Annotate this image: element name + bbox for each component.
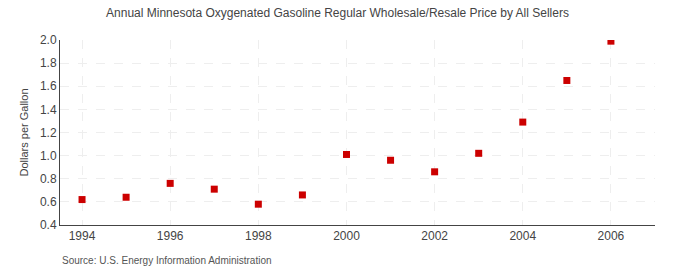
svg-text:1.4: 1.4 xyxy=(40,103,57,117)
svg-text:1998: 1998 xyxy=(245,229,272,243)
svg-text:2000: 2000 xyxy=(333,229,360,243)
svg-text:1.0: 1.0 xyxy=(40,149,57,163)
svg-text:1994: 1994 xyxy=(69,229,96,243)
svg-text:1.8: 1.8 xyxy=(40,56,57,70)
svg-text:2004: 2004 xyxy=(509,229,536,243)
svg-text:Source: U.S. Energy Informatio: Source: U.S. Energy Information Administ… xyxy=(62,255,272,266)
svg-text:0.8: 0.8 xyxy=(40,172,57,186)
svg-text:1.6: 1.6 xyxy=(40,79,57,93)
svg-text:Dollars per Gallon: Dollars per Gallon xyxy=(18,88,30,176)
svg-text:2002: 2002 xyxy=(421,229,448,243)
svg-text:2.0: 2.0 xyxy=(40,33,57,47)
svg-text:Annual Minnesota Oxygenated Ga: Annual Minnesota Oxygenated Gasoline Reg… xyxy=(106,6,569,20)
svg-text:0.4: 0.4 xyxy=(40,218,57,232)
svg-text:1.2: 1.2 xyxy=(40,126,57,140)
svg-text:0.6: 0.6 xyxy=(40,195,57,209)
svg-text:2006: 2006 xyxy=(598,229,625,243)
svg-text:1996: 1996 xyxy=(157,229,184,243)
